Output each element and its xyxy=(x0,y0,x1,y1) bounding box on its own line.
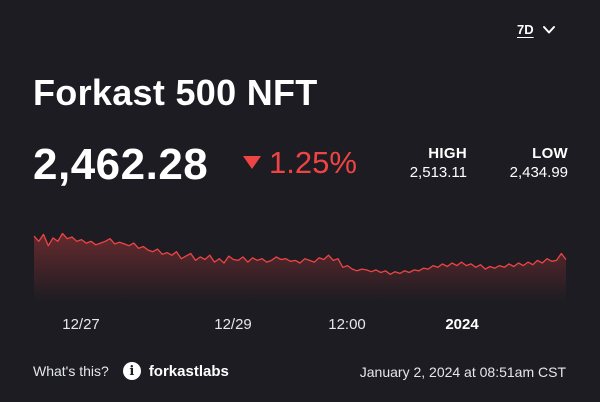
x-tick-label: 12/27 xyxy=(62,316,100,333)
whats-this-link[interactable]: What's this? xyxy=(33,363,109,379)
timestamp: January 2, 2024 at 08:51am CST xyxy=(359,364,566,380)
index-price: 2,462.28 xyxy=(33,140,209,189)
change-percent: 1.25% xyxy=(269,145,357,180)
chart-series-line xyxy=(33,232,567,275)
range-selector[interactable]: 7D xyxy=(517,22,556,37)
high-label: HIGH xyxy=(428,145,467,162)
high-value: 2,513.11 xyxy=(409,164,467,181)
index-title: Forkast 500 NFT xyxy=(33,72,318,113)
high-stat: HIGH 2,513.11 xyxy=(410,145,467,181)
x-tick-label: 2024 xyxy=(445,316,479,333)
info-icon[interactable]: i xyxy=(122,362,141,380)
price-change: 1.25% xyxy=(243,145,357,181)
low-value: 2,434.99 xyxy=(509,164,568,181)
low-stat: LOW 2,434.99 xyxy=(510,145,568,181)
range-label[interactable]: 7D xyxy=(517,22,534,37)
price-chart[interactable] xyxy=(0,220,600,340)
brand-logo: forkastlabs xyxy=(148,362,229,380)
down-triangle-icon xyxy=(243,156,261,169)
footer-info: What's this? i forkastlabs xyxy=(33,362,229,380)
x-tick-label: 12/29 xyxy=(214,316,252,333)
x-tick-label: 12:00 xyxy=(328,316,366,333)
low-label: LOW xyxy=(532,145,568,162)
chart-area-fill xyxy=(34,233,566,302)
chevron-down-icon[interactable] xyxy=(542,23,556,37)
